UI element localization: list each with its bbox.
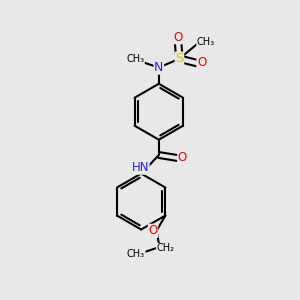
Text: O: O — [173, 31, 183, 44]
Text: HN: HN — [131, 161, 149, 174]
Text: O: O — [178, 151, 187, 164]
Text: S: S — [175, 52, 184, 65]
Text: CH₂: CH₂ — [156, 244, 174, 254]
Text: O: O — [148, 224, 158, 237]
Text: CH₃: CH₃ — [126, 54, 144, 64]
Text: O: O — [197, 56, 206, 69]
Text: CH₃: CH₃ — [197, 37, 215, 46]
Text: N: N — [154, 61, 164, 74]
Text: CH₃: CH₃ — [127, 249, 145, 260]
